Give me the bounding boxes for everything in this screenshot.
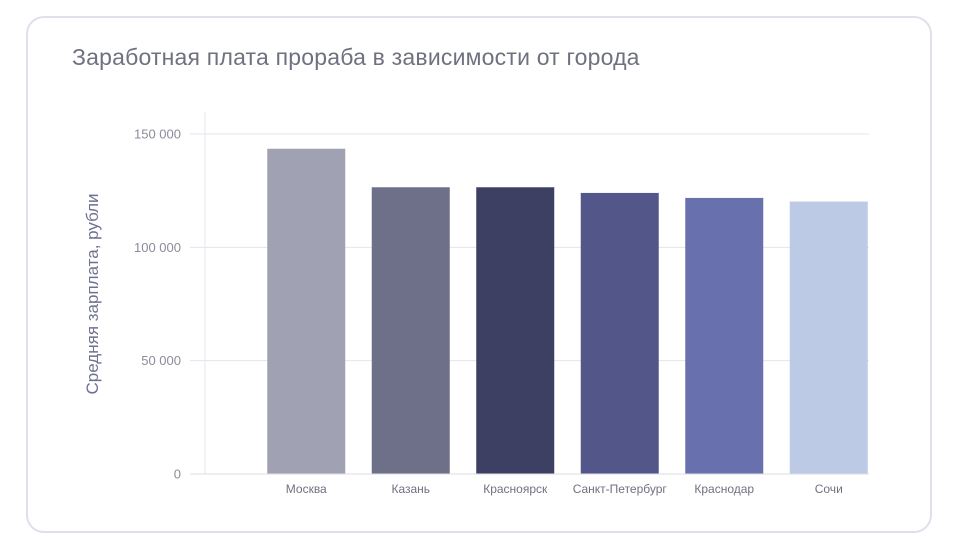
y-tick-label: 150 000 [134,127,181,142]
bar [789,201,868,474]
y-axis-ticks: 0 50 000 100 000 150 000 [134,127,181,482]
bar [476,187,555,474]
bar [685,197,764,475]
y-tick-label: 50 000 [141,353,181,368]
x-tick-label: Красноярск [483,482,548,496]
y-tick-label: 100 000 [134,240,181,255]
bar [371,187,450,474]
x-tick-label: Казань [391,482,430,496]
chart-title: Заработная плата прораба в зависимости о… [72,44,640,70]
x-tick-label: Сочи [815,482,843,496]
y-axis-label: Средняя зарплата, рубли [83,193,102,394]
y-tick-label: 0 [174,467,181,482]
x-tick-label: Москва [286,482,327,496]
x-tick-label: Санкт-Петербург [573,482,668,496]
x-tick-label: Краснодар [694,482,754,496]
x-axis-labels: Москва Казань Красноярск Санкт-Петербург Кра… [286,482,843,496]
bar [267,148,346,474]
bars [267,148,868,475]
bar [580,192,659,474]
